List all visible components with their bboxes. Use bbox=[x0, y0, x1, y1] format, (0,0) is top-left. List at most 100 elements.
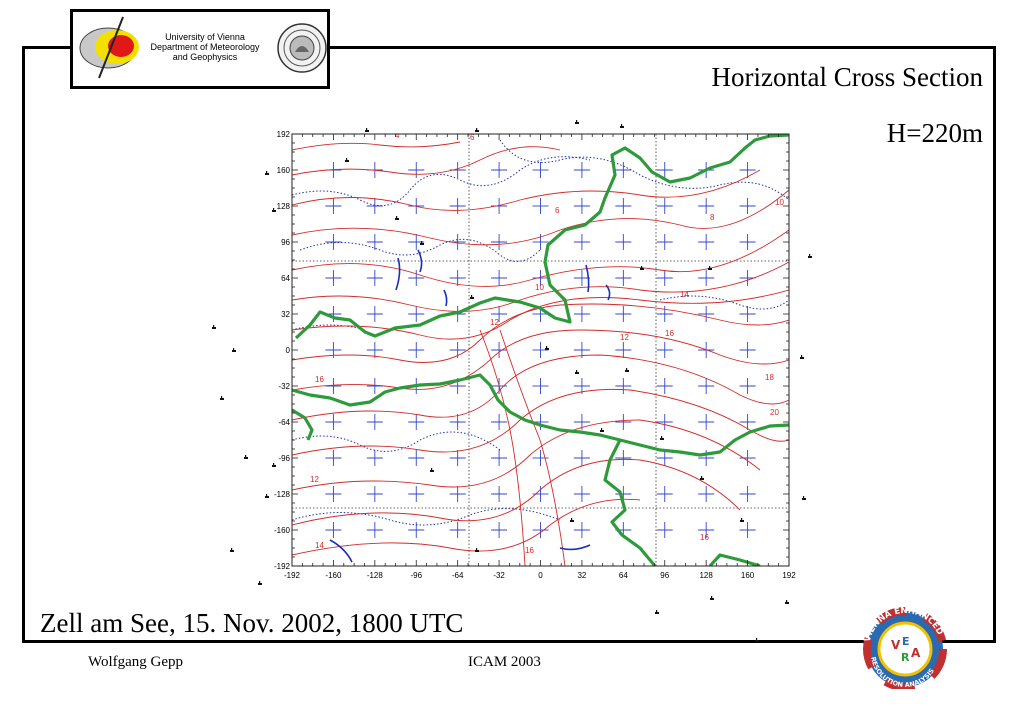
contour-label: 16 bbox=[315, 375, 324, 384]
y-tick-label: -32 bbox=[278, 382, 290, 391]
station-marker bbox=[576, 120, 578, 124]
x-tick-label: -128 bbox=[367, 571, 384, 580]
grid-lines bbox=[292, 134, 789, 566]
contour-labels: 4 6 6 8 10 12 10 12 14 16 18 20 16 12 14 16 16 bbox=[310, 133, 784, 555]
institution-line: University of Vienna bbox=[165, 32, 245, 42]
institution-line: and Geophysics bbox=[172, 52, 238, 62]
x-tick-label: 64 bbox=[619, 571, 628, 580]
station-marker bbox=[641, 266, 643, 270]
y-tick-label: -160 bbox=[274, 526, 291, 535]
y-tick-label: -192 bbox=[274, 562, 291, 571]
station-marker bbox=[233, 348, 235, 352]
x-tick-label: 96 bbox=[660, 571, 669, 580]
contour-label: 20 bbox=[770, 408, 779, 417]
contour-label: 14 bbox=[315, 541, 324, 550]
x-tick-label: 32 bbox=[577, 571, 586, 580]
x-tick-label: -160 bbox=[325, 571, 342, 580]
lakes bbox=[329, 249, 611, 563]
slide-frame bbox=[22, 46, 996, 643]
station-marker bbox=[801, 355, 803, 359]
station-marker bbox=[711, 596, 713, 600]
contour-label: 12 bbox=[490, 318, 499, 327]
contour-label: 16 bbox=[700, 533, 709, 542]
x-axis-labels: -192 -160 -128 -96 -64 -32 0 32 64 96 128 160 192 bbox=[284, 571, 796, 580]
station-marker bbox=[421, 241, 423, 245]
vera-letter: E bbox=[902, 635, 910, 648]
contour-label: 6 bbox=[470, 133, 475, 142]
station-marker bbox=[476, 548, 478, 552]
station-marker bbox=[626, 368, 628, 372]
vera-letter: V bbox=[891, 638, 901, 652]
station-marker bbox=[709, 266, 711, 270]
institution-line: Department of Meteorology bbox=[150, 42, 260, 52]
x-tick-label: -96 bbox=[410, 571, 422, 580]
author-name: Wolfgang Gepp bbox=[88, 654, 184, 670]
contour-label: 10 bbox=[775, 198, 784, 207]
station-marker bbox=[661, 436, 663, 440]
station-marker bbox=[656, 610, 658, 614]
vera-letter: A bbox=[911, 646, 921, 660]
x-tick-label: 128 bbox=[699, 571, 713, 580]
station-marker bbox=[476, 128, 478, 132]
vera-logo: VIENNA ENHANCED RESOLUTION ANALYSIS V E … bbox=[863, 606, 947, 689]
station-marker bbox=[471, 295, 473, 299]
station-marker bbox=[266, 171, 268, 175]
height-label: H=220m bbox=[886, 118, 983, 148]
x-tick-label: 0 bbox=[538, 571, 543, 580]
x-tick-label: 192 bbox=[782, 571, 796, 580]
y-tick-label: 192 bbox=[277, 130, 291, 139]
x-tick-label: -32 bbox=[493, 571, 505, 580]
x-tick-label: -64 bbox=[452, 571, 464, 580]
axis-ticks bbox=[291, 133, 790, 567]
contour-label: 16 bbox=[665, 329, 674, 338]
station-marker bbox=[571, 518, 573, 522]
y-axis-labels: 192 160 128 96 64 32 0 -32 -64 -96 -128 -160 -192 bbox=[274, 130, 291, 571]
station-marker bbox=[273, 463, 275, 467]
y-tick-label: 128 bbox=[277, 202, 291, 211]
y-tick-label: 32 bbox=[281, 310, 290, 319]
x-tick-label: -192 bbox=[284, 571, 301, 580]
y-tick-label: 96 bbox=[281, 238, 290, 247]
contour-label: 12 bbox=[310, 475, 319, 484]
station-marker bbox=[366, 128, 368, 132]
station-marker bbox=[396, 216, 398, 220]
institution-name: University of Vienna Department of Meteo… bbox=[145, 32, 265, 62]
station-marker bbox=[221, 396, 223, 400]
conference-name: ICAM 2003 bbox=[468, 654, 541, 670]
station-marker bbox=[576, 370, 578, 374]
y-tick-label: 64 bbox=[281, 274, 290, 283]
y-tick-label: 160 bbox=[277, 166, 291, 175]
meteorology-dept-logo bbox=[79, 16, 327, 79]
station-marker bbox=[621, 124, 623, 128]
station-marker bbox=[809, 254, 811, 258]
station-marker bbox=[741, 518, 743, 522]
institution-logo-box: University of Vienna Department of Meteo… bbox=[70, 9, 330, 89]
contour-label: 8 bbox=[710, 213, 715, 222]
station-marker bbox=[213, 325, 215, 329]
station-marker bbox=[756, 638, 758, 642]
university-seal bbox=[277, 23, 327, 73]
y-tick-label: -64 bbox=[278, 418, 290, 427]
contour-label: 18 bbox=[765, 373, 774, 382]
station-marker bbox=[266, 494, 268, 498]
contour-label: 6 bbox=[555, 206, 560, 215]
station-marker bbox=[259, 581, 261, 585]
national-borders bbox=[292, 134, 789, 566]
contour-label: 12 bbox=[620, 333, 629, 342]
station-marker bbox=[803, 496, 805, 500]
y-tick-label: -128 bbox=[274, 490, 291, 499]
contour-label: 14 bbox=[680, 290, 689, 299]
x-tick-label: 160 bbox=[741, 571, 755, 580]
station-marker bbox=[431, 468, 433, 472]
y-tick-label: -96 bbox=[278, 454, 290, 463]
station-marker bbox=[346, 158, 348, 162]
contour-lines bbox=[292, 141, 789, 566]
station-marker bbox=[273, 208, 275, 212]
station-marker bbox=[231, 548, 233, 552]
station-marker bbox=[245, 455, 247, 459]
station-marker bbox=[786, 600, 788, 604]
contour-label: 16 bbox=[525, 546, 534, 555]
station-markers bbox=[212, 120, 812, 642]
vera-letter: R bbox=[901, 651, 910, 664]
